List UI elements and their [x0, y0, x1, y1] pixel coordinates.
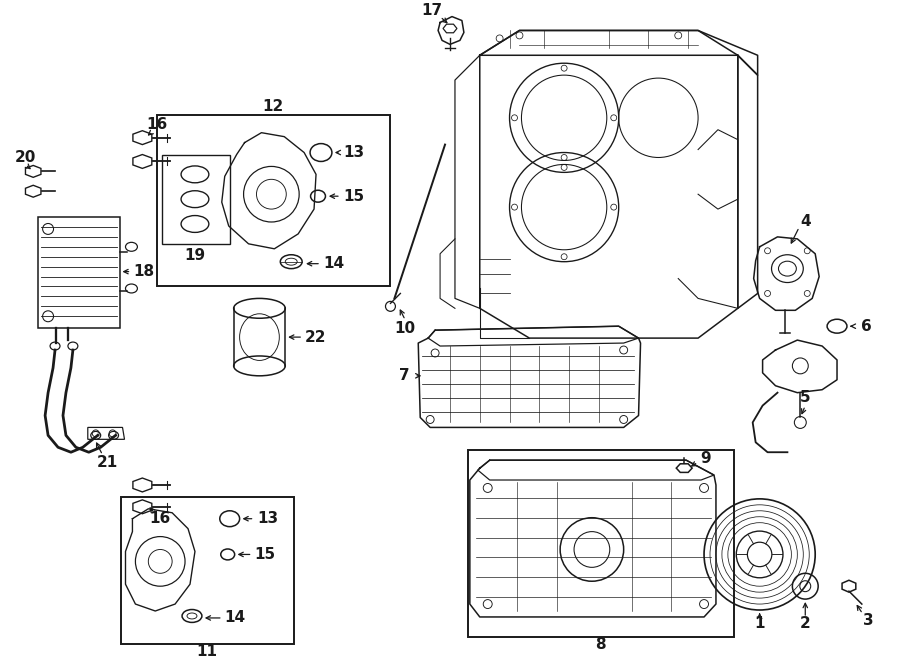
Text: 13: 13	[343, 145, 364, 160]
Bar	[162, 155, 230, 244]
Text: 1: 1	[754, 617, 765, 631]
Bar	[468, 450, 734, 637]
Text: 17: 17	[421, 3, 443, 18]
Text: 2: 2	[800, 617, 811, 631]
Text: 9: 9	[701, 451, 711, 466]
Text: 8: 8	[596, 637, 607, 652]
Bar	[121, 497, 294, 644]
Text: 11: 11	[196, 644, 218, 659]
Text: 16: 16	[147, 117, 168, 132]
Text: 22: 22	[304, 330, 326, 344]
Text: 5: 5	[800, 390, 811, 405]
Bar	[158, 115, 391, 286]
Text: 3: 3	[863, 613, 874, 629]
Text: 6: 6	[861, 319, 872, 334]
Text: 7: 7	[399, 368, 410, 383]
Text: 18: 18	[134, 264, 155, 279]
Text: 19: 19	[184, 249, 205, 263]
Text: 4: 4	[800, 214, 811, 229]
Text: 12: 12	[263, 99, 284, 114]
Text: 14: 14	[323, 256, 345, 271]
Text: 15: 15	[254, 547, 275, 562]
Text: 15: 15	[343, 188, 364, 204]
Text: 10: 10	[395, 321, 416, 336]
Text: 20: 20	[14, 150, 36, 165]
Bar	[38, 217, 120, 328]
Text: 13: 13	[256, 511, 278, 526]
Text: 21: 21	[97, 455, 118, 470]
Text: 14: 14	[224, 611, 245, 625]
Text: 16: 16	[149, 511, 171, 526]
